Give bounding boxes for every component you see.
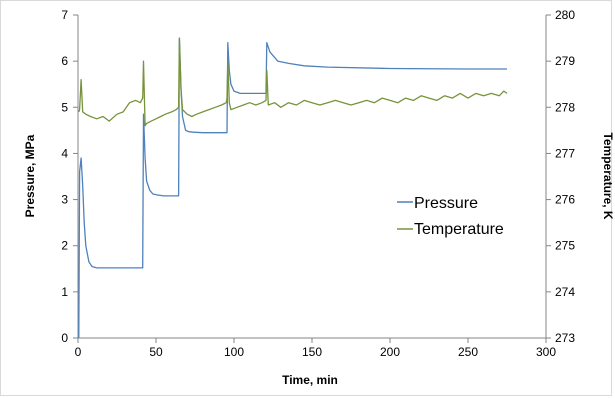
y2-tick-label: 278 xyxy=(555,100,575,114)
series-line-temperature xyxy=(78,37,508,127)
y2-tick-label: 275 xyxy=(555,239,575,253)
y2-tick-label: 279 xyxy=(555,54,575,68)
tick-labels: 0 50 100 150 200 250 300 0 1 2 3 4 5 6 7 273 274 275 276 27… xyxy=(61,8,575,359)
y2-tick-label: 277 xyxy=(555,146,575,160)
x-tick-label: 0 xyxy=(75,345,82,359)
y-tick-label: 4 xyxy=(61,146,68,160)
axes xyxy=(73,14,551,343)
legend-label-pressure: Pressure xyxy=(414,195,478,212)
y-tick-label: 0 xyxy=(61,331,68,345)
y-tick-label: 2 xyxy=(61,239,68,253)
y2-tick-label: 273 xyxy=(555,331,575,345)
y2-axis-label: Temperature, K xyxy=(601,132,615,219)
y-tick-label: 3 xyxy=(61,193,68,207)
y-tick-label: 7 xyxy=(61,8,68,22)
x-tick-label: 150 xyxy=(302,345,322,359)
x-tick-label: 100 xyxy=(224,345,244,359)
x-tick-label: 300 xyxy=(536,345,556,359)
y-tick-label: 1 xyxy=(61,285,68,299)
y2-tick-label: 280 xyxy=(555,8,575,22)
y-tick-label: 6 xyxy=(61,54,68,68)
legend-label-temperature: Temperature xyxy=(414,221,504,238)
x-tick-label: 250 xyxy=(458,345,478,359)
x-tick-label: 50 xyxy=(149,345,163,359)
x-tick-label: 200 xyxy=(380,345,400,359)
series-lines xyxy=(78,37,508,339)
y-tick-label: 5 xyxy=(61,100,68,114)
x-axis-label: Time, min xyxy=(282,373,338,387)
legend: Pressure Temperature xyxy=(397,195,504,238)
y2-tick-label: 274 xyxy=(555,285,575,299)
y2-tick-label: 276 xyxy=(555,193,575,207)
y-axis-label: Pressure, MPa xyxy=(23,134,37,217)
